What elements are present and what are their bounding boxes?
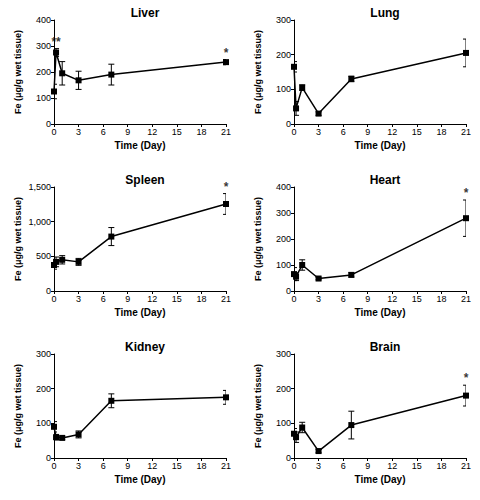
svg-text:21: 21 [461, 294, 471, 304]
svg-text:Liver: Liver [131, 6, 160, 20]
svg-text:Fe (μg/g wet tissue): Fe (μg/g wet tissue) [253, 197, 263, 281]
svg-text:Time (Day): Time (Day) [355, 474, 406, 485]
svg-text:300: 300 [36, 41, 51, 51]
svg-text:18: 18 [436, 127, 446, 137]
svg-text:Heart: Heart [370, 173, 401, 187]
svg-text:18: 18 [436, 461, 446, 471]
svg-text:15: 15 [412, 461, 422, 471]
svg-text:0: 0 [46, 453, 51, 463]
svg-text:*: * [224, 46, 229, 60]
svg-text:9: 9 [125, 461, 130, 471]
svg-text:300: 300 [276, 208, 291, 218]
svg-text:Kidney: Kidney [125, 340, 165, 354]
svg-text:15: 15 [172, 294, 182, 304]
svg-text:400: 400 [276, 182, 291, 192]
svg-text:3: 3 [316, 461, 321, 471]
svg-text:Spleen: Spleen [125, 173, 164, 187]
svg-text:9: 9 [365, 294, 370, 304]
svg-text:Brain: Brain [370, 340, 401, 354]
svg-text:300: 300 [276, 15, 291, 25]
svg-text:12: 12 [147, 127, 157, 137]
svg-text:0: 0 [46, 119, 51, 129]
svg-text:**: ** [51, 35, 61, 49]
svg-text:12: 12 [147, 294, 157, 304]
svg-text:18: 18 [196, 461, 206, 471]
svg-text:18: 18 [196, 294, 206, 304]
svg-text:400: 400 [36, 15, 51, 25]
svg-text:12: 12 [387, 294, 397, 304]
svg-text:Fe (μg/g wet tissue): Fe (μg/g wet tissue) [13, 364, 23, 448]
svg-text:Time (Day): Time (Day) [115, 307, 166, 318]
svg-text:200: 200 [36, 384, 51, 394]
svg-text:Fe (μg/g wet tissue): Fe (μg/g wet tissue) [13, 30, 23, 114]
svg-text:3: 3 [76, 461, 81, 471]
svg-text:0: 0 [51, 294, 56, 304]
svg-text:6: 6 [101, 127, 106, 137]
svg-text:6: 6 [341, 461, 346, 471]
svg-text:1,000: 1,000 [28, 217, 51, 227]
svg-text:6: 6 [101, 461, 106, 471]
svg-text:21: 21 [221, 461, 231, 471]
svg-text:*: * [464, 371, 469, 385]
svg-text:15: 15 [172, 461, 182, 471]
svg-text:200: 200 [276, 384, 291, 394]
svg-text:Time (Day): Time (Day) [115, 140, 166, 151]
svg-text:100: 100 [276, 84, 291, 94]
svg-text:100: 100 [36, 93, 51, 103]
svg-text:12: 12 [387, 461, 397, 471]
svg-text:100: 100 [276, 260, 291, 270]
svg-text:100: 100 [36, 418, 51, 428]
svg-text:0: 0 [291, 461, 296, 471]
svg-text:Time (Day): Time (Day) [355, 307, 406, 318]
svg-text:3: 3 [316, 127, 321, 137]
svg-text:18: 18 [196, 127, 206, 137]
svg-text:6: 6 [341, 127, 346, 137]
svg-text:9: 9 [125, 294, 130, 304]
svg-text:500: 500 [36, 251, 51, 261]
svg-text:Time (Day): Time (Day) [355, 140, 406, 151]
svg-text:3: 3 [316, 294, 321, 304]
svg-text:200: 200 [36, 67, 51, 77]
svg-text:0: 0 [46, 286, 51, 296]
svg-text:1,500: 1,500 [28, 182, 51, 192]
svg-text:200: 200 [276, 50, 291, 60]
svg-text:Fe (μg/g wet tissue): Fe (μg/g wet tissue) [253, 30, 263, 114]
svg-text:0: 0 [51, 127, 56, 137]
svg-text:21: 21 [221, 294, 231, 304]
svg-text:15: 15 [412, 127, 422, 137]
svg-text:300: 300 [36, 349, 51, 359]
svg-text:3: 3 [76, 294, 81, 304]
svg-text:0: 0 [286, 453, 291, 463]
svg-text:*: * [464, 186, 469, 200]
svg-text:0: 0 [286, 286, 291, 296]
svg-text:12: 12 [387, 127, 397, 137]
svg-text:0: 0 [291, 294, 296, 304]
svg-text:21: 21 [221, 127, 231, 137]
svg-text:15: 15 [172, 127, 182, 137]
svg-text:18: 18 [436, 294, 446, 304]
svg-text:6: 6 [101, 294, 106, 304]
svg-text:Time (Day): Time (Day) [115, 474, 166, 485]
svg-text:300: 300 [276, 349, 291, 359]
svg-text:200: 200 [276, 234, 291, 244]
svg-text:9: 9 [365, 127, 370, 137]
svg-text:6: 6 [341, 294, 346, 304]
svg-text:3: 3 [76, 127, 81, 137]
svg-text:100: 100 [276, 418, 291, 428]
svg-text:Fe (μg/g wet tissue): Fe (μg/g wet tissue) [13, 197, 23, 281]
svg-text:Lung: Lung [370, 6, 399, 20]
svg-text:0: 0 [286, 119, 291, 129]
svg-text:Fe (μg/g wet tissue): Fe (μg/g wet tissue) [253, 364, 263, 448]
svg-text:*: * [224, 180, 229, 194]
svg-text:21: 21 [461, 127, 471, 137]
svg-text:12: 12 [147, 461, 157, 471]
svg-text:9: 9 [365, 461, 370, 471]
svg-text:0: 0 [51, 461, 56, 471]
svg-text:9: 9 [125, 127, 130, 137]
svg-text:0: 0 [291, 127, 296, 137]
svg-text:21: 21 [461, 461, 471, 471]
svg-text:15: 15 [412, 294, 422, 304]
